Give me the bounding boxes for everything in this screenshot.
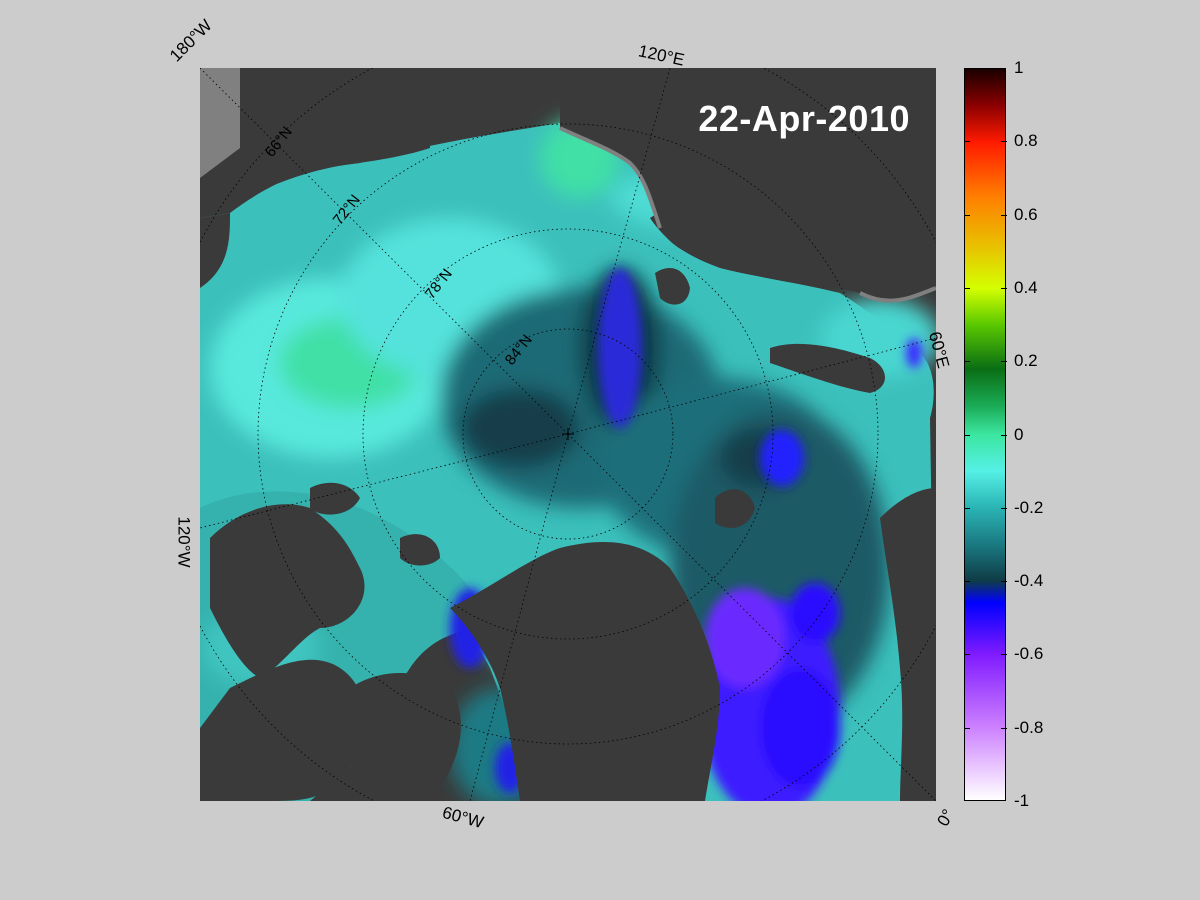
alaska-west xyxy=(200,213,230,288)
colorbar-tick-mark xyxy=(964,287,970,289)
colorbar-tick-label: 1 xyxy=(1014,58,1024,77)
lon-label-120w: 120°W xyxy=(174,516,194,568)
colorbar-tick-label: 0.2 xyxy=(1014,351,1038,371)
svalbard xyxy=(715,489,755,528)
lat-circle-84 xyxy=(462,328,674,540)
alaska xyxy=(200,68,430,218)
colorbar-tick-mark xyxy=(964,727,970,729)
meridian-60w xyxy=(469,433,569,801)
baffin-island xyxy=(345,673,461,801)
greenland xyxy=(450,542,720,801)
colorbar-tick-mark xyxy=(964,361,970,363)
scandinavia xyxy=(880,488,936,801)
colorbar-tick-mark xyxy=(964,654,970,656)
colorbar-tick-mark xyxy=(964,434,970,436)
colorbar-tick-label: 0.8 xyxy=(1014,131,1038,151)
colorbar-tick-mark xyxy=(1001,727,1007,729)
coast-shelf-1 xyxy=(559,126,662,229)
colorbar-tick-mark xyxy=(1001,654,1007,656)
colorbar-tick-mark xyxy=(1001,434,1007,436)
colorbar-tick-mark xyxy=(1001,361,1007,363)
lat-circle-72 xyxy=(257,123,879,745)
colorbar-tick-mark xyxy=(1001,581,1007,583)
colorbar-tick-label: -0.4 xyxy=(1014,571,1044,591)
lon-label-180w: 180°W xyxy=(166,15,216,66)
colorbar-tick-mark xyxy=(964,581,970,583)
coast-shelf-2 xyxy=(859,286,936,303)
colorbar-tick-label: -0.2 xyxy=(1014,497,1044,517)
colorbar-tick-mark xyxy=(1001,507,1007,509)
island-1 xyxy=(310,482,360,515)
colorbar-tick-mark xyxy=(964,141,970,143)
lat-circle-78 xyxy=(362,228,774,640)
colorbar-tick-label: -0.8 xyxy=(1014,717,1044,737)
meridian-120e xyxy=(567,68,671,435)
colorbar-tick-label: 0.4 xyxy=(1014,277,1038,297)
canadian-archipelago xyxy=(210,504,365,678)
lon-label-60w: 60°W xyxy=(440,802,486,833)
date-label: 22-Apr-2010 xyxy=(698,98,910,139)
colorbar-tick-label: 0 xyxy=(1014,424,1024,444)
severnaya-zemlya xyxy=(655,268,690,305)
north-pole-marker xyxy=(562,428,574,440)
island-2 xyxy=(400,534,440,566)
taymyr xyxy=(650,194,891,293)
colorbar-tick-mark xyxy=(1001,287,1007,289)
map-panel: 66°N 72°N 78°N 84°N 22-Apr-2010 xyxy=(200,68,936,801)
colorbar-tick-label: 0.6 xyxy=(1014,204,1038,224)
meridian-60e xyxy=(567,337,936,435)
meridian-0 xyxy=(567,433,936,801)
archipelago-south xyxy=(200,659,364,801)
novaya-zemlya xyxy=(770,343,885,393)
colorbar-tick-mark xyxy=(964,507,970,509)
colorbar-tick-mark xyxy=(1001,141,1007,143)
alaska-grey xyxy=(200,68,240,178)
colorbar-tick-label: -1 xyxy=(1014,791,1030,810)
graticule xyxy=(200,68,936,801)
meridian-180 xyxy=(200,68,569,435)
lon-label-0: 0° xyxy=(933,805,958,830)
colorbar-tick-mark xyxy=(1001,214,1007,216)
colorbar-tick-mark xyxy=(964,214,970,216)
arctic-map: 66°N 72°N 78°N 84°N xyxy=(200,68,936,801)
lon-label-120e: 120°E xyxy=(636,41,687,70)
meridian-120w xyxy=(200,433,569,529)
colorbar xyxy=(964,68,1006,801)
colorbar-tick-label: -0.6 xyxy=(1014,644,1044,664)
